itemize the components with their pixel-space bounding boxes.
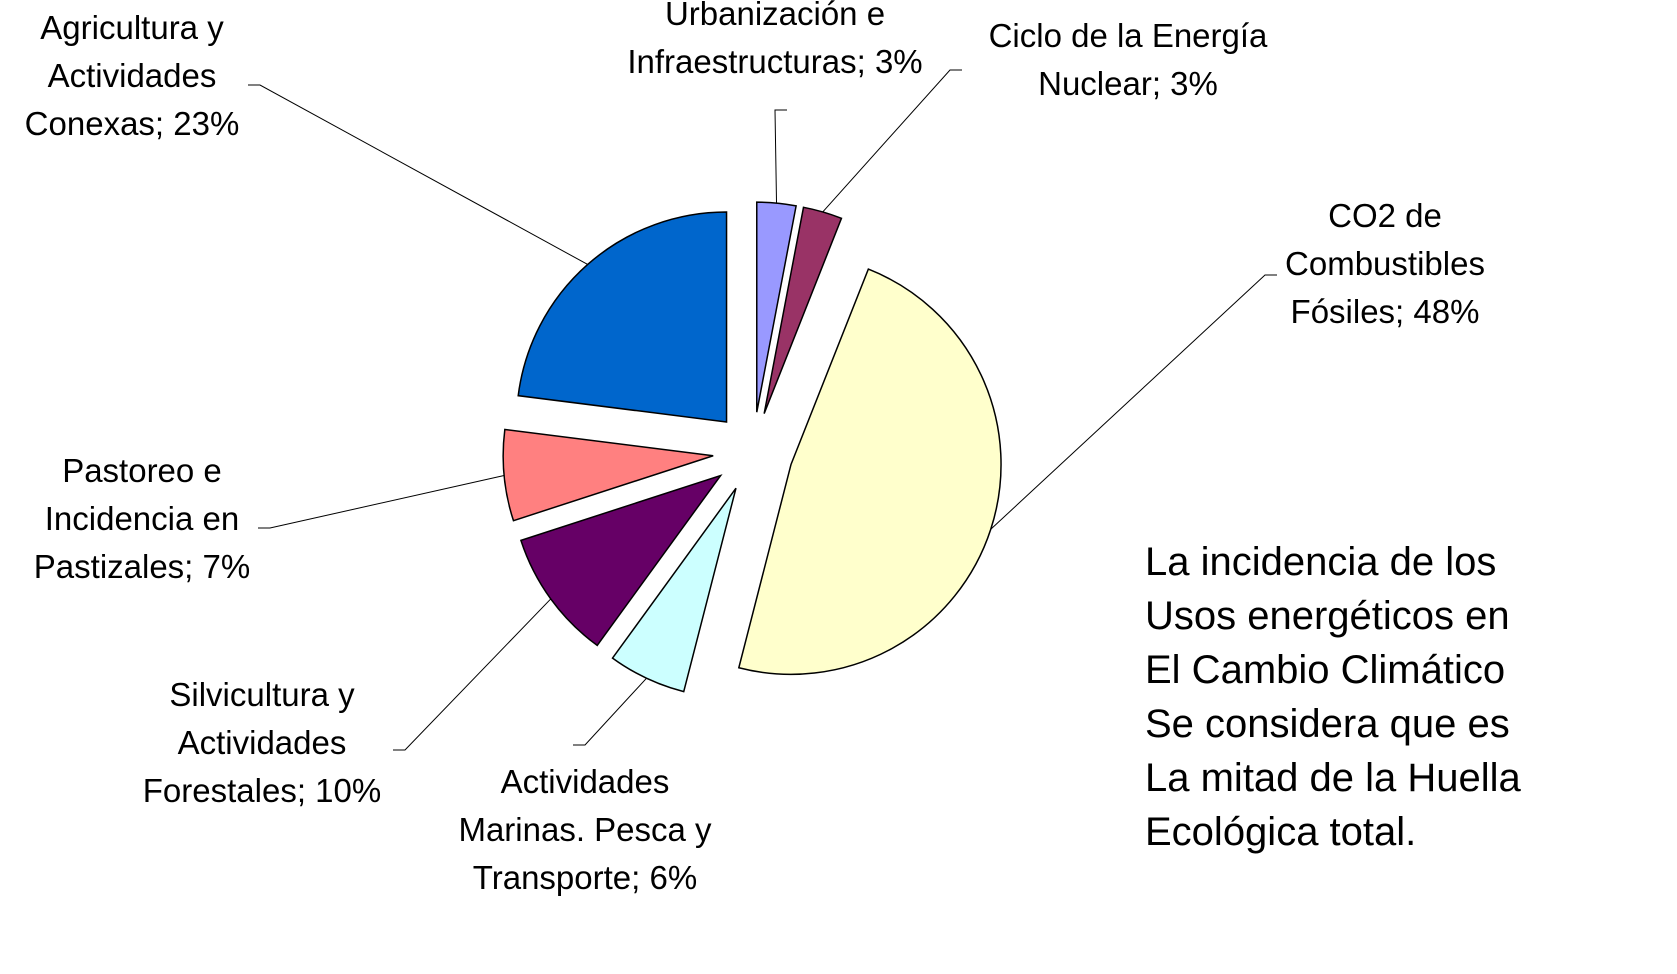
leader-line (822, 69, 962, 213)
slice-label-line: Marinas. Pesca y (458, 811, 712, 848)
pie-slice (756, 201, 797, 413)
leader-line (258, 475, 505, 529)
slice-label: Ciclo de la Energía Nuclear; 3% (989, 17, 1268, 102)
leader-line (573, 677, 647, 746)
slice-label: Actividades Marinas. Pesca y Transporte; 6… (458, 763, 712, 896)
slice-label-line: Conexas; 23% (25, 105, 240, 142)
slice-label-line: Ciclo de la Energía (989, 17, 1268, 54)
annotation-line: Ecológica total. (1145, 810, 1416, 854)
pie-slice (737, 268, 1002, 676)
slice-label-line: Pastizales; 7% (34, 548, 250, 585)
annotation-line: La mitad de la Huella (1145, 756, 1522, 800)
leader-line (248, 84, 588, 265)
slice-label: Urbanización e Infraestructuras; 3% (627, 0, 922, 80)
annotation-line: Usos energéticos en (1145, 594, 1510, 638)
slice-label-line: Agricultura y (40, 9, 224, 46)
leader-line (774, 109, 787, 204)
leader-line (393, 598, 552, 751)
slice-label-line: Pastoreo e (62, 452, 222, 489)
slice-label-line: Actividades (501, 763, 670, 800)
slice-label: Pastoreo e Incidencia en Pastizales; 7% (34, 452, 250, 585)
annotation: La incidencia de los Usos energéticos en E… (1145, 540, 1522, 854)
slice-label-line: CO2 de (1328, 197, 1442, 234)
slice-label-line: Forestales; 10% (143, 772, 381, 809)
slice-label: Silvicultura y Actividades Forestales; 10% (143, 676, 381, 809)
slice-label-line: Incidencia en (45, 500, 239, 537)
slice-label-line: Fósiles; 48% (1291, 293, 1480, 330)
slice-label-line: Nuclear; 3% (1038, 65, 1218, 102)
slice-label-line: Combustibles (1285, 245, 1485, 282)
pie-slice (519, 474, 723, 647)
slice-label-line: Actividades (178, 724, 347, 761)
pie-slice (611, 487, 737, 693)
leader-line (990, 274, 1277, 530)
slice-label-line: Silvicultura y (169, 676, 355, 713)
slice-label-line: Actividades (48, 57, 217, 94)
annotation-line: El Cambio Climático (1145, 648, 1505, 692)
slice-label: Agricultura y Actividades Conexas; 23% (25, 9, 240, 142)
slice-label-line: Transporte; 6% (473, 859, 697, 896)
slice-label-line: Urbanización e (665, 0, 885, 32)
slice-label: CO2 de Combustibles Fósiles; 48% (1285, 197, 1485, 330)
slice-label-line: Infraestructuras; 3% (627, 43, 922, 80)
annotation-line: Se considera que es (1145, 702, 1510, 746)
annotation-line: La incidencia de los (1145, 540, 1496, 584)
